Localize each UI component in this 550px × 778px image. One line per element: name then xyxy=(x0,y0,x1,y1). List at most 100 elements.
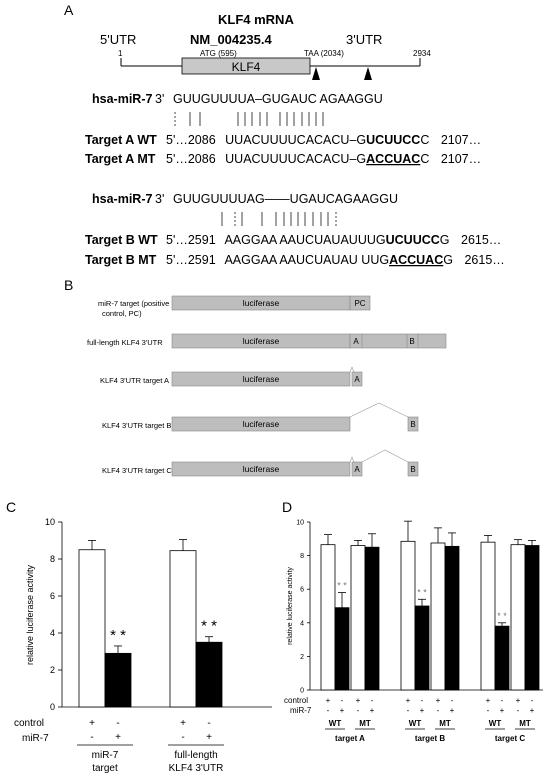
mrna-accession: NM_004235.4 xyxy=(190,32,272,47)
chart-d-subgroup-wt: WT xyxy=(329,719,342,728)
base-pairing-b xyxy=(221,212,337,226)
chart-d-bar-wt-control xyxy=(320,544,336,691)
utr-box xyxy=(349,333,447,349)
klf4-cds-label: KLF4 xyxy=(232,60,261,74)
chart-d-sign: - xyxy=(517,706,520,715)
site-a-tag: A xyxy=(353,337,359,346)
chart-c-sign: + xyxy=(89,718,95,729)
target-b-wt-plain: AAGGAA AAUCUAUAUUUG xyxy=(224,233,385,247)
luciferase-box xyxy=(171,371,351,387)
chart-d-group-label: target C xyxy=(495,734,525,743)
chart-c-bar-mir7 xyxy=(104,652,132,708)
target-a-mt-plain: UUACUUUUCACACU–G xyxy=(225,152,366,166)
mir7-label-a: hsa-miR-7 xyxy=(92,92,152,106)
chart-d-group-label: target A xyxy=(335,734,365,743)
luciferase-label: luciferase xyxy=(243,298,280,308)
luciferase-box xyxy=(171,416,351,432)
chart-d-y-tick-label: 6 xyxy=(300,587,304,594)
chart-d-significance: * * xyxy=(337,581,347,591)
site-box xyxy=(407,416,419,432)
mrna-title: KLF4 mRNA xyxy=(218,12,294,27)
target-a-wt-post: 2107… xyxy=(441,133,481,147)
site-b-box xyxy=(407,461,419,477)
target-a-wt-label: Target A WT xyxy=(85,133,157,147)
splice-line xyxy=(361,449,409,463)
site-b-arrow-icon xyxy=(364,67,372,80)
utr5-label: 5'UTR xyxy=(100,32,136,47)
construct-label: KLF4 3'UTR target C xyxy=(102,466,172,475)
chart-d-sign: + xyxy=(356,696,361,705)
target-b-mt-plain: AAGGAA AAUCUAUAU UUG xyxy=(224,253,389,267)
chart-c-group-label: miR-7 xyxy=(92,750,119,761)
chart-d-y-tick-label: 8 xyxy=(300,553,304,560)
chart-c-y-tick-label: 4 xyxy=(50,628,55,638)
target-a-mt-pre: 5'…2086 xyxy=(166,152,216,166)
chart-c-row-label-control: control xyxy=(14,718,44,729)
chart-d-subgroup-wt: WT xyxy=(489,719,502,728)
chart-c-sign: - xyxy=(181,732,184,743)
luciferase-label: luciferase xyxy=(243,419,280,429)
chart-d-sign: - xyxy=(371,696,374,705)
target-a-wt-seed: UCUUCC xyxy=(366,133,420,147)
splice-line xyxy=(349,456,355,463)
chart-d-sign: + xyxy=(450,706,455,715)
chart-d-bar-mt-control xyxy=(510,544,526,691)
chart-d-sign: - xyxy=(437,706,440,715)
chart-d-bar-mt-control xyxy=(430,542,446,691)
chart-d-bar-wt-mir7 xyxy=(334,607,350,691)
target-b-mt-seq: 5'…2591 AAGGAA AAUCUAUAU UUGACCUACG 2615… xyxy=(166,253,505,267)
site-tag: PC xyxy=(354,299,365,308)
chart-d-bar-wt-mir7 xyxy=(414,605,430,691)
chart-d-sign: + xyxy=(530,706,535,715)
target-a-mt-seed: ACCUAC xyxy=(366,152,420,166)
luciferase-label: luciferase xyxy=(243,374,280,384)
target-a-wt-tail: C xyxy=(420,133,429,147)
chart-d-bar-wt-control xyxy=(400,540,416,691)
target-b-wt-label: Target B WT xyxy=(85,233,158,247)
chart-d-sign: + xyxy=(436,696,441,705)
pos-end: 2934 xyxy=(413,49,431,58)
chart-d-subgroup-wt: WT xyxy=(409,719,422,728)
chart-c-sign: + xyxy=(206,732,212,743)
panel-label-b: B xyxy=(64,277,73,293)
utr3-label: 3'UTR xyxy=(346,32,382,47)
chart-d-sign: + xyxy=(420,706,425,715)
chart-c-group-label: target xyxy=(92,763,118,774)
target-a-mt-seq: 5'…2086 UUACUUUUCACACU–GACCUACC 2107… xyxy=(166,152,481,166)
target-a-mt-tail: C xyxy=(420,152,429,166)
chart-c-row-label-mir7: miR-7 xyxy=(22,733,49,744)
mir7-end-b: 3' xyxy=(155,192,164,206)
site-tag: A xyxy=(354,375,360,384)
mir7-seq-a: GUUGUUUUA–GUGAUC AGAAGGU xyxy=(173,92,383,106)
chart-c-significance: * * xyxy=(110,627,126,644)
chart-c-y-tick-label: 10 xyxy=(45,517,55,527)
site-a-box xyxy=(351,461,363,477)
chart-d-bar-mt-mir7 xyxy=(364,546,380,691)
panel-label-c: C xyxy=(6,499,16,515)
mir7-end-a: 3' xyxy=(155,92,164,106)
site-box xyxy=(351,371,363,387)
chart-d-y-label: relative luciferase activity xyxy=(287,567,294,645)
chart-d-row-label-mir7: miR-7 xyxy=(290,706,312,715)
chart-d-sign: - xyxy=(531,696,534,705)
pos-start: 1 xyxy=(118,49,123,58)
construct-label: KLF4 3'UTR target A xyxy=(100,376,169,385)
chart-c-sign: + xyxy=(115,732,121,743)
chart-d-sign: - xyxy=(501,696,504,705)
mir7-seq-b: GUUGUUUUAG——UGAUCAGAAGGU xyxy=(173,192,398,206)
site-a-arrow-icon xyxy=(312,67,320,80)
target-a-wt-plain: UUACUUUUCACACU–G xyxy=(225,133,366,147)
luciferase-label: luciferase xyxy=(243,464,280,474)
chart-d-bar-wt-mir7 xyxy=(494,625,510,691)
chart-d-y-tick-label: 2 xyxy=(300,654,304,661)
chart-d-sign: - xyxy=(407,706,410,715)
chart-c-sign: + xyxy=(180,718,186,729)
luciferase-label: luciferase xyxy=(243,336,280,346)
target-b-mt-pre: 5'…2591 xyxy=(166,253,216,267)
target-b-wt-post: 2615… xyxy=(461,233,501,247)
site-a-tag: A xyxy=(354,465,360,474)
target-a-mt-post: 2107… xyxy=(441,152,481,166)
chart-d-sign: + xyxy=(340,706,345,715)
